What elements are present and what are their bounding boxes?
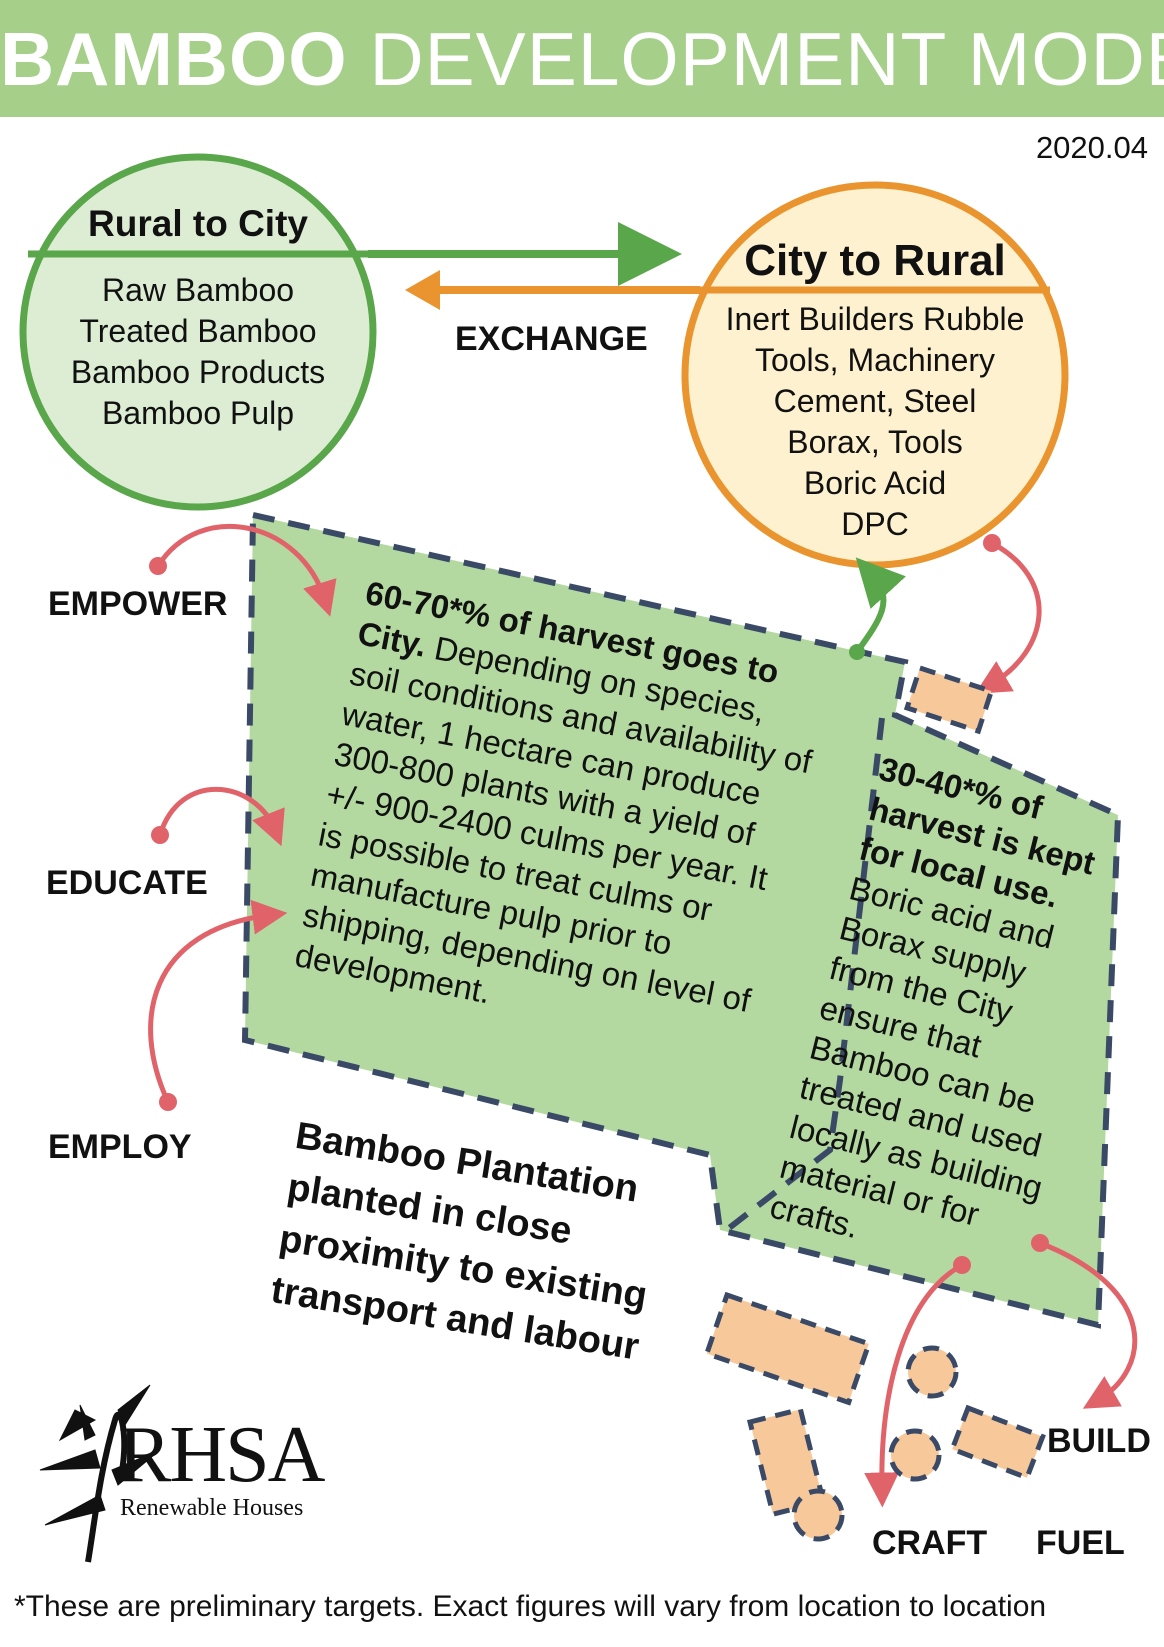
city-harvest-text: 60-70*% of harvest goes to City. Dependi… bbox=[292, 572, 832, 1064]
city-to-rural-title: City to Rural bbox=[744, 236, 1006, 285]
city-item: DPC bbox=[841, 506, 909, 542]
rural-to-city-circle bbox=[19, 153, 377, 511]
empower-dot bbox=[149, 557, 167, 575]
craft-label: CRAFT bbox=[872, 1524, 988, 1562]
hut-1 bbox=[905, 1345, 959, 1399]
arrow-city-to-rural-head bbox=[405, 270, 440, 310]
employ-dot bbox=[159, 1093, 177, 1111]
rural-item: Treated Bamboo bbox=[79, 313, 317, 349]
arrow-harvest-to-city bbox=[854, 557, 906, 654]
rural-to-city-title: Rural to City bbox=[88, 203, 308, 244]
page-title: BAMBOO DEVELOPMENT MODEL bbox=[0, 14, 1164, 104]
building-top bbox=[903, 664, 995, 735]
employ-arrow bbox=[148, 899, 288, 1104]
build-dot bbox=[1031, 1234, 1049, 1252]
footnote: *These are preliminary targets. Exact fi… bbox=[14, 1590, 1047, 1623]
build-label: BUILD bbox=[1047, 1422, 1151, 1460]
city-supply-arrow bbox=[974, 540, 1042, 694]
craft-dot bbox=[953, 1256, 971, 1274]
building-vertical bbox=[746, 1406, 827, 1518]
exchange-label: EXCHANGE bbox=[455, 320, 648, 358]
arrow-harvest-dot bbox=[849, 644, 865, 660]
title-rest: DEVELOPMENT MODEL bbox=[369, 17, 1164, 101]
educate-arrow bbox=[157, 786, 285, 847]
city-harvest-body: Depending on species, soil conditions an… bbox=[292, 629, 815, 1020]
city-supply-dot bbox=[983, 534, 1001, 552]
rural-item: Bamboo Pulp bbox=[101, 395, 295, 431]
logo-subtitle: Renewable Houses bbox=[120, 1495, 304, 1521]
building-large bbox=[703, 1291, 873, 1406]
city-item: Cement, Steel bbox=[773, 383, 977, 419]
city-item: Tools, Machinery bbox=[754, 342, 996, 378]
hut-2 bbox=[888, 1428, 942, 1482]
city-item: Boric Acid bbox=[803, 465, 947, 501]
employ-label: EMPLOY bbox=[48, 1128, 192, 1166]
build-arrow bbox=[1039, 1240, 1138, 1409]
educate-label: EDUCATE bbox=[46, 864, 208, 902]
local-divider bbox=[718, 717, 885, 1238]
empower-arrow bbox=[155, 523, 337, 617]
bamboo-logo-icon bbox=[39, 1384, 161, 1563]
logo: RHSA Renewable Houses bbox=[118, 1411, 325, 1522]
title-bold: BAMBOO bbox=[0, 17, 348, 101]
city-to-rural-list: Inert Builders Rubble Tools, Machinery C… bbox=[690, 301, 1060, 547]
craft-arrow bbox=[864, 1262, 964, 1508]
fuel-label: FUEL bbox=[1036, 1524, 1125, 1562]
hut-3 bbox=[791, 1488, 845, 1542]
rural-to-city-list: Raw Bamboo Treated Bamboo Bamboo Product… bbox=[28, 272, 368, 436]
logo-name: RHSA bbox=[118, 1411, 325, 1499]
rural-item: Bamboo Products bbox=[70, 354, 326, 390]
rural-item: Raw Bamboo bbox=[101, 272, 295, 308]
educate-dot bbox=[151, 826, 169, 844]
city-harvest-area bbox=[241, 511, 1122, 1329]
building-fuel bbox=[949, 1404, 1046, 1481]
header-bar bbox=[0, 0, 1164, 117]
city-item: Inert Builders Rubble bbox=[725, 301, 1025, 337]
city-item: Borax, Tools bbox=[787, 424, 963, 460]
empower-label: EMPOWER bbox=[48, 585, 228, 623]
date-label: 2020.04 bbox=[1035, 130, 1148, 165]
